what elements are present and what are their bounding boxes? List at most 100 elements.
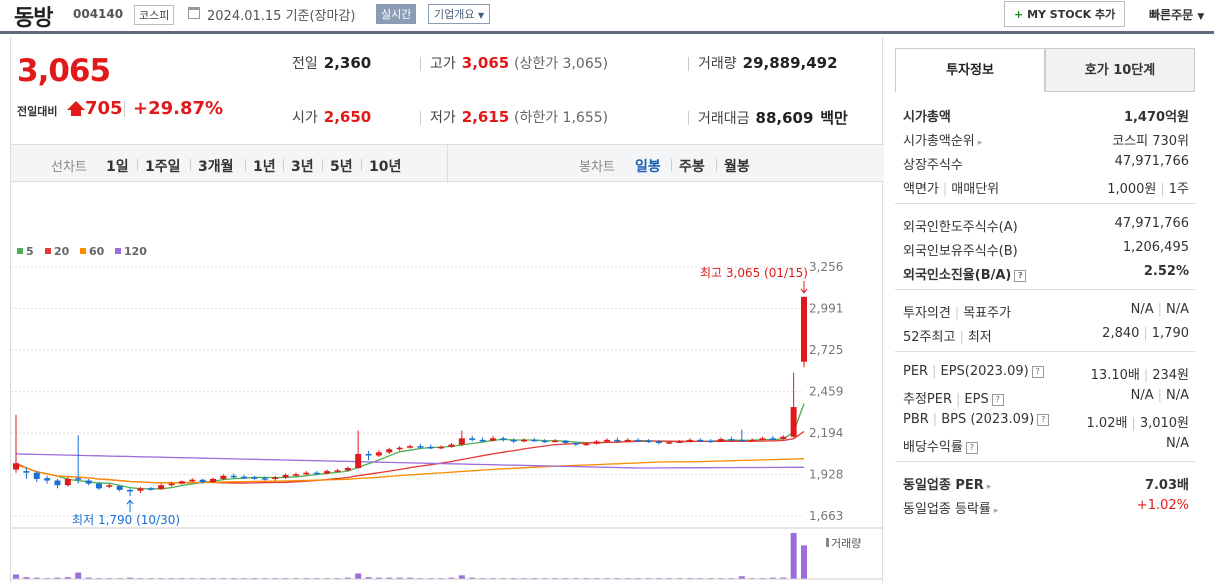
volume-bar [790, 533, 797, 579]
info-value-text: 코스피 730위 [1112, 134, 1189, 149]
info-value: 13.10배 | 234원 [1091, 364, 1189, 383]
help-icon[interactable]: ? [1031, 365, 1044, 378]
period-1year[interactable]: 1년 [253, 159, 276, 175]
period-tabs: 선차트 1일 1주일 3개월 1년 3년 5년 10년 봉차트 일봉 주봉 월봉 [11, 144, 884, 183]
period-5year[interactable]: 5년 [330, 159, 353, 175]
info-key-text: 상장주식수 [903, 158, 963, 173]
pipe-divider: | [954, 306, 960, 321]
pipe-divider: | [1143, 326, 1148, 341]
info-key-text: 투자의견 [903, 306, 951, 321]
info-value-text: 2.52% [1143, 264, 1189, 279]
company-overview-button[interactable]: 기업개요 ▼ [428, 4, 491, 24]
candle-body [417, 446, 424, 448]
info-value-text: 1,000원 [1107, 182, 1157, 197]
info-key[interactable]: 시가총액순위 ▸ [903, 130, 982, 149]
info-row: PBR | BPS (2023.09)? 1.02배 | 3,010원 [895, 408, 1195, 432]
candle-body [127, 489, 134, 492]
candle-body [303, 472, 310, 475]
info-key[interactable]: 동일업종 PER ▸ [903, 474, 991, 493]
info-row: 동일업종 PER ▸ 7.03배 [895, 470, 1195, 494]
chevron-right-icon: ▸ [977, 138, 983, 148]
candle-body [780, 436, 787, 440]
candle-body [707, 440, 714, 443]
tab-hoga[interactable]: 호가 10단계 [1045, 48, 1195, 92]
volume-bar [64, 577, 71, 579]
realtime-button[interactable]: 실시간 [376, 4, 417, 24]
candle-body [749, 439, 756, 442]
info-row: 시가총액 1,470억원 [895, 102, 1195, 126]
info-value-text: N/A [1166, 302, 1189, 317]
info-key: 시가총액 [903, 106, 951, 125]
info-value-text: 47,971,766 [1114, 154, 1189, 169]
divider [137, 159, 138, 171]
info-value-text: 7.03배 [1144, 478, 1189, 493]
legend-label: 20 [54, 245, 70, 258]
info-value: 47,971,766 [1115, 216, 1189, 231]
info-key[interactable]: 배당수익률? [903, 436, 978, 455]
stat-value: 88,609 [755, 109, 814, 127]
volume-bar [407, 577, 413, 579]
chevron-down-icon: ▼ [477, 11, 485, 20]
upper-limit: (상한가 3,065) [514, 56, 609, 72]
chevron-down-icon: ▼ [1197, 12, 1205, 22]
info-key-text: EPS [964, 392, 989, 407]
candle-body [282, 475, 289, 478]
candle-body [158, 485, 165, 490]
stat-prev: 전일 2,360 [292, 53, 371, 73]
pipe-divider: | [932, 412, 938, 427]
info-row: 외국인보유주식수(B) 1,206,495 [895, 236, 1195, 260]
period-3year[interactable]: 3년 [291, 159, 314, 175]
candle-body [396, 447, 403, 450]
info-value-text: +1.02% [1136, 498, 1189, 513]
help-icon[interactable]: ? [965, 441, 978, 454]
price-chart[interactable]: 5 20 60 120 3,256 2,991 2,725 2,459 2,194 1,928 1… [11, 183, 883, 583]
info-key[interactable]: PER | EPS(2023.09)? [903, 364, 1044, 379]
candle-body [604, 439, 610, 442]
candle-body [272, 477, 279, 479]
low-arrow-icon [126, 499, 134, 513]
candle-body [106, 485, 113, 487]
divider [190, 159, 191, 171]
volume-bar [23, 577, 30, 579]
quick-order-button[interactable]: 빠른주문 ▼ [1149, 6, 1204, 23]
help-icon[interactable]: ? [1037, 413, 1050, 426]
period-10year[interactable]: 10년 [369, 159, 402, 175]
candle-body [666, 442, 673, 444]
volume-bar [448, 577, 455, 579]
candle-body [448, 444, 455, 447]
info-key-text: PER [903, 364, 929, 379]
info-value: N/A [1166, 436, 1189, 451]
info-row: 추정PER | EPS? N/A | N/A [895, 384, 1195, 408]
candle-body [168, 483, 175, 486]
stat-low: 저가 2,615 (하한가 1,655) [430, 107, 608, 127]
pipe-divider: | [1157, 388, 1162, 403]
add-my-stock-label: MY STOCK 추가 [1027, 8, 1116, 21]
candle-body [292, 474, 299, 476]
divider [322, 159, 323, 171]
volume-bar [769, 577, 776, 579]
info-row: 동일업종 등락률 ▸ +1.02% [895, 494, 1195, 518]
period-3month[interactable]: 3개월 [198, 159, 234, 175]
period-1day[interactable]: 1일 [106, 159, 129, 175]
annotations: 최고 3,065 (01/15) 최저 1,790 (10/30) [72, 266, 808, 527]
period-daily[interactable]: 일봉 [635, 159, 661, 175]
tab-invest-info[interactable]: 투자정보 [895, 48, 1045, 92]
period-monthly[interactable]: 월봉 [724, 159, 750, 175]
info-row: 투자의견 | 목표주가 N/A | N/A [895, 298, 1195, 322]
stat-value: 29,889,492 [742, 54, 838, 72]
period-weekly[interactable]: 주봉 [679, 159, 705, 175]
volume-bar [85, 577, 92, 579]
info-key[interactable]: 동일업종 등락률 ▸ [903, 498, 998, 517]
stat-open: 시가 2,650 [292, 107, 371, 127]
candle-body [13, 463, 19, 470]
info-key[interactable]: 외국인소진율(B/A)? [903, 264, 1027, 283]
info-key[interactable]: PBR | BPS (2023.09)? [903, 412, 1050, 427]
info-key-text: EPS(2023.09) [940, 364, 1029, 379]
info-key[interactable]: 추정PER | EPS? [903, 388, 1004, 407]
volume-label: 거래량 [831, 537, 861, 550]
stat-label: 전일 [292, 56, 318, 72]
add-my-stock-button[interactable]: + MY STOCK 추가 [1004, 1, 1126, 27]
period-1week[interactable]: 1주일 [145, 159, 181, 175]
help-icon[interactable]: ? [991, 393, 1004, 406]
help-icon[interactable]: ? [1014, 269, 1027, 282]
